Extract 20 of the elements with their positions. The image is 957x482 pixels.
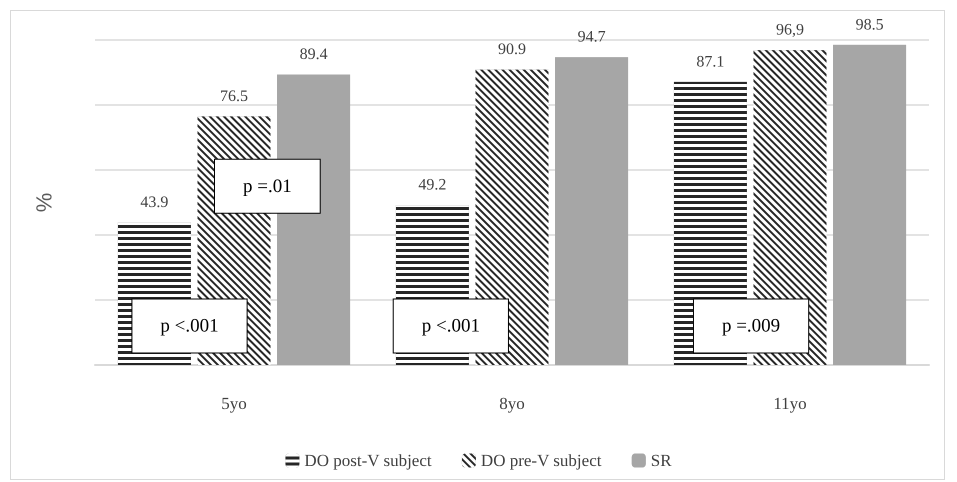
x-tick-label: 5yo bbox=[221, 394, 247, 413]
legend-label: SR bbox=[650, 451, 672, 470]
annotation: p <.001 bbox=[422, 316, 480, 336]
data-label: 76.5 bbox=[220, 88, 248, 105]
data-label: 87.1 bbox=[696, 53, 724, 70]
data-label: 89.4 bbox=[300, 46, 328, 63]
x-tick-label: 11yo bbox=[773, 394, 807, 413]
data-label: 49.2 bbox=[418, 176, 446, 194]
annotation: p =.009 bbox=[722, 316, 780, 336]
data-label: 90.9 bbox=[498, 41, 526, 58]
data-label: 98.5 bbox=[856, 16, 884, 34]
y-axis-title: % bbox=[32, 192, 56, 212]
annotation: p =.01 bbox=[243, 176, 292, 197]
data-label: 94.7 bbox=[578, 28, 606, 46]
annotation: p <.001 bbox=[160, 316, 219, 336]
data-label: 43.9 bbox=[140, 194, 168, 211]
data-label: 96,9 bbox=[776, 22, 804, 39]
legend-label: DO pre-V subject bbox=[480, 451, 602, 470]
x-tick-label: 8yo bbox=[499, 394, 525, 413]
legend-label: DO post-V subject bbox=[304, 451, 432, 470]
